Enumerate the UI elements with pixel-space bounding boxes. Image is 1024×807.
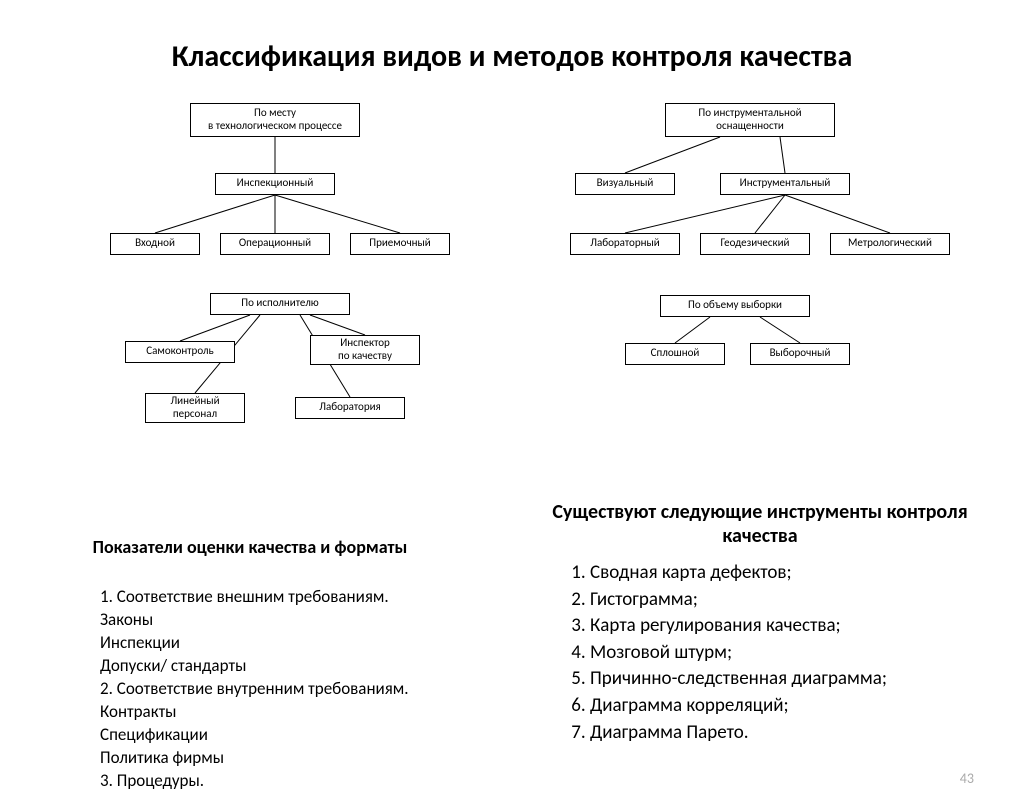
page-number: 43 (960, 770, 974, 787)
diagram-leaf: Выборочный (750, 343, 850, 365)
diagram-leaf: Лаборатория (295, 397, 405, 419)
diagram-leaf: Приемочный (350, 233, 450, 255)
right-list-item: Карта регулирования качества; (590, 613, 980, 640)
right-list-item: Мозговой штурм; (590, 640, 980, 667)
diagram-leaf: Лабораторный (570, 233, 680, 255)
right-list-item: Гистограмма; (590, 587, 980, 614)
diagram-leaf: Входной (110, 233, 200, 255)
left-list-item: 2. Соответствие внутренним требованиям. (100, 678, 490, 701)
diagram-mid: Инспекторпо качеству (310, 335, 420, 365)
right-list-item: Причинно-следственная диаграмма; (590, 666, 980, 693)
diagram-root: По инструментальнойоснащенности (665, 103, 835, 137)
diagram-root: По объему выборки (660, 295, 810, 317)
left-list-item: 3. Процедуры. (100, 770, 490, 793)
diagram-mid: Самоконтроль (125, 341, 235, 363)
right-list-item: Диаграмма Парето. (590, 720, 980, 747)
left-list-item: Спецификации (100, 724, 490, 747)
diagram-leaf: Операционный (220, 233, 330, 255)
left-list-item: Законы (100, 609, 490, 632)
diagram-root: По исполнителю (210, 293, 350, 315)
right-list: Сводная карта дефектов;Гистограмма;Карта… (560, 560, 980, 746)
diagram-mid: Визуальный (575, 173, 675, 195)
subtitle-left: Показатели оценки качества и форматы (60, 537, 440, 559)
diagram-leaf: Геодезический (700, 233, 810, 255)
right-list-item: Сводная карта дефектов; (590, 560, 980, 587)
diagram-leaf: Метрологический (830, 233, 950, 255)
page-title: Классификация видов и методов контроля к… (0, 40, 1024, 75)
diagram-mid: Инструментальный (720, 173, 850, 195)
right-list-item: Диаграмма корреляций; (590, 693, 980, 720)
left-list-item: 1. Соответствие внешним требованиям. (100, 586, 490, 609)
diagram-mid: Инспекционный (215, 173, 335, 195)
diagram-leaf: Сплошной (625, 343, 725, 365)
diagram-area: По местув технологическом процессе Инспек… (0, 83, 1024, 423)
left-list-item: Контракты (100, 701, 490, 724)
left-list-item: Допуски/ стандарты (100, 655, 490, 678)
left-list: 1. Соответствие внешним требованиям.Зако… (100, 586, 490, 792)
diagram-leaf: Линейныйперсонал (145, 393, 245, 423)
diagram-root: По местув технологическом процессе (190, 103, 360, 137)
left-list-item: Инспекции (100, 632, 490, 655)
subtitle-right: Существуют следующие инструменты контрол… (540, 500, 980, 548)
left-list-item: Политика фирмы (100, 747, 490, 770)
